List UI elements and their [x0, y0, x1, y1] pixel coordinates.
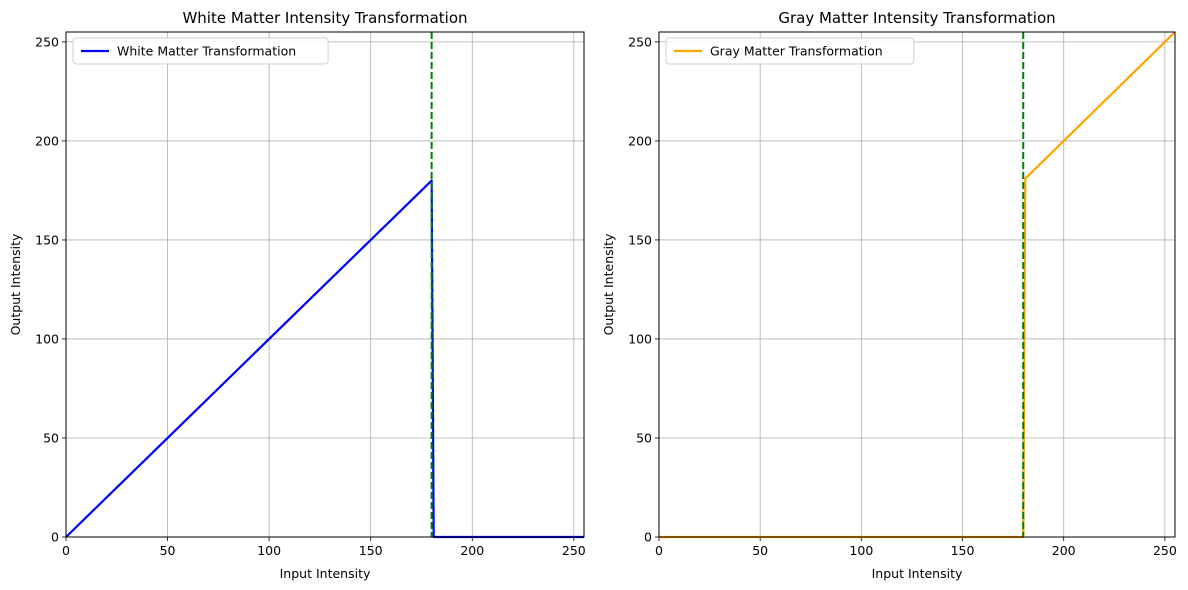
x-tick-label: 0	[655, 543, 663, 558]
x-tick-label: 0	[62, 543, 70, 558]
x-tick-label: 150	[359, 543, 383, 558]
x-tick-label: 50	[752, 543, 768, 558]
x-axis-label: Input Intensity	[872, 566, 963, 581]
x-tick-label: 200	[1052, 543, 1076, 558]
y-tick-label: 150	[628, 232, 652, 247]
chart-title: Gray Matter Intensity Transformation	[778, 9, 1055, 27]
axes-frame	[658, 31, 1176, 538]
legend-label: White Matter Transformation	[117, 44, 296, 59]
y-tick-label: 150	[35, 232, 59, 247]
series-line-1	[659, 31, 1176, 539]
y-axis-label: Output Intensity	[8, 233, 23, 335]
y-tick-label: 200	[628, 133, 652, 148]
x-tick-label: 50	[160, 543, 176, 558]
x-tick-label: 200	[460, 543, 484, 558]
chart-panel-2: 0 50 100 150 200 250 0 50 100 150 200 250 Gray Matte…	[601, 9, 1177, 581]
axes-frame	[65, 31, 585, 538]
y-tick-label: 250	[35, 34, 59, 49]
x-tick-label: 250	[1153, 543, 1177, 558]
legend-box	[665, 37, 915, 65]
y-tick-label: 50	[43, 430, 59, 445]
y-axis-label: Output Intensity	[601, 233, 616, 335]
chart-panel-1: 0 50 100 150 200 250 0 50 100 150 200 250 White Matt…	[8, 9, 586, 581]
chart-title: White Matter Intensity Transformation	[182, 9, 467, 27]
y-tick-label: 100	[35, 331, 59, 346]
y-tick-label: 0	[51, 530, 59, 545]
x-tick-label: 100	[849, 543, 873, 558]
x-tick-label: 250	[562, 543, 586, 558]
y-tick-label: 0	[644, 530, 652, 545]
y-tick-label: 200	[35, 133, 59, 148]
legend-box	[72, 37, 329, 65]
x-tick-label: 100	[257, 543, 281, 558]
y-tick-label: 50	[636, 430, 652, 445]
x-tick-label: 150	[951, 543, 975, 558]
legend-label: Gray Matter Transformation	[710, 44, 883, 59]
x-axis-label: Input Intensity	[280, 566, 371, 581]
series-line-1	[65, 179, 584, 539]
y-tick-label: 100	[628, 331, 652, 346]
y-tick-label: 250	[628, 34, 652, 49]
